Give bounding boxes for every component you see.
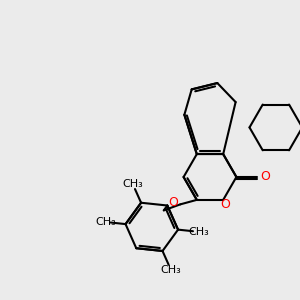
Text: CH₃: CH₃: [95, 217, 116, 227]
Text: O: O: [221, 198, 230, 211]
Text: O: O: [260, 170, 270, 184]
Text: CH₃: CH₃: [122, 179, 143, 189]
Text: CH₃: CH₃: [188, 227, 209, 237]
Text: O: O: [168, 196, 178, 209]
Text: CH₃: CH₃: [160, 265, 181, 275]
